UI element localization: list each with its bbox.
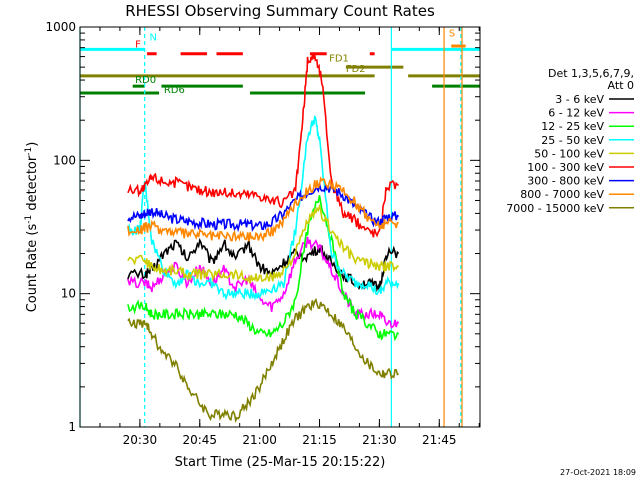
y-axis: 1 10 100 1000 [45,20,480,434]
legend-label-1: 6 - 12 keV [548,107,604,120]
y-tick-label-0: 1 [68,420,76,434]
series-line-7 [127,176,399,243]
x-tick-label-4: 21:30 [362,433,397,447]
y-axis-label-end: ) [25,142,40,147]
y-axis-label: Count Rate (s-1 detector-1) [24,142,40,313]
legend-header-1: Att 0 [608,79,634,92]
x-tick-label-2: 21:00 [242,433,277,447]
series-line-2 [127,195,400,342]
footer-date: 27-Oct-2021 18:09 [560,468,636,477]
legend-label-2: 12 - 25 keV [541,120,604,133]
x-tick-label-1: 20:45 [182,433,217,447]
series-line-8 [127,297,399,424]
annotation-3: FD1 [329,54,349,65]
annotation-0: F [135,40,141,51]
legend-label-4: 50 - 100 keV [534,147,604,160]
series-line-4 [127,203,399,284]
y-axis-label-sup: -1 [24,215,34,224]
annotation-2: S [449,28,455,39]
x-tick-label-5: 21:45 [422,433,457,447]
x-axis-label: Start Time (25-Mar-15 20:15:22) [175,455,386,470]
y-tick-label-1: 10 [61,287,76,301]
series-group [127,53,400,424]
legend-label-6: 300 - 800 keV [527,175,604,188]
legend-label-3: 25 - 50 keV [541,134,604,147]
x-axis: 20:30 20:45 21:00 21:15 21:30 21:45 [99,27,480,447]
annotation-5: RD0 [135,75,156,86]
y-tick-label-2: 100 [53,153,76,167]
legend-header-0: Det 1,3,5,6,7,9, [548,67,634,80]
y-axis-label-main: Count Rate (s [25,224,40,313]
x-tick-label-3: 21:15 [302,433,337,447]
legend-label-7: 800 - 7000 keV [520,188,604,201]
x-tick-label-0: 20:30 [123,433,158,447]
legend-label-0: 3 - 6 keV [555,93,604,106]
y-axis-label-tail: detector [25,155,40,215]
legend-label-5: 100 - 300 keV [527,161,604,174]
annotation-1: N [149,33,156,44]
annotation-6: RD6 [164,85,185,96]
series-line-5 [127,53,400,238]
chart-title: RHESSI Observing Summary Count Rates [125,2,435,20]
legend-label-8: 7000 - 15000 keV [506,202,604,215]
y-tick-label-3: 1000 [45,20,76,34]
annotation-4: FD2 [346,64,366,75]
y-axis-label-sup2: -1 [24,147,34,156]
